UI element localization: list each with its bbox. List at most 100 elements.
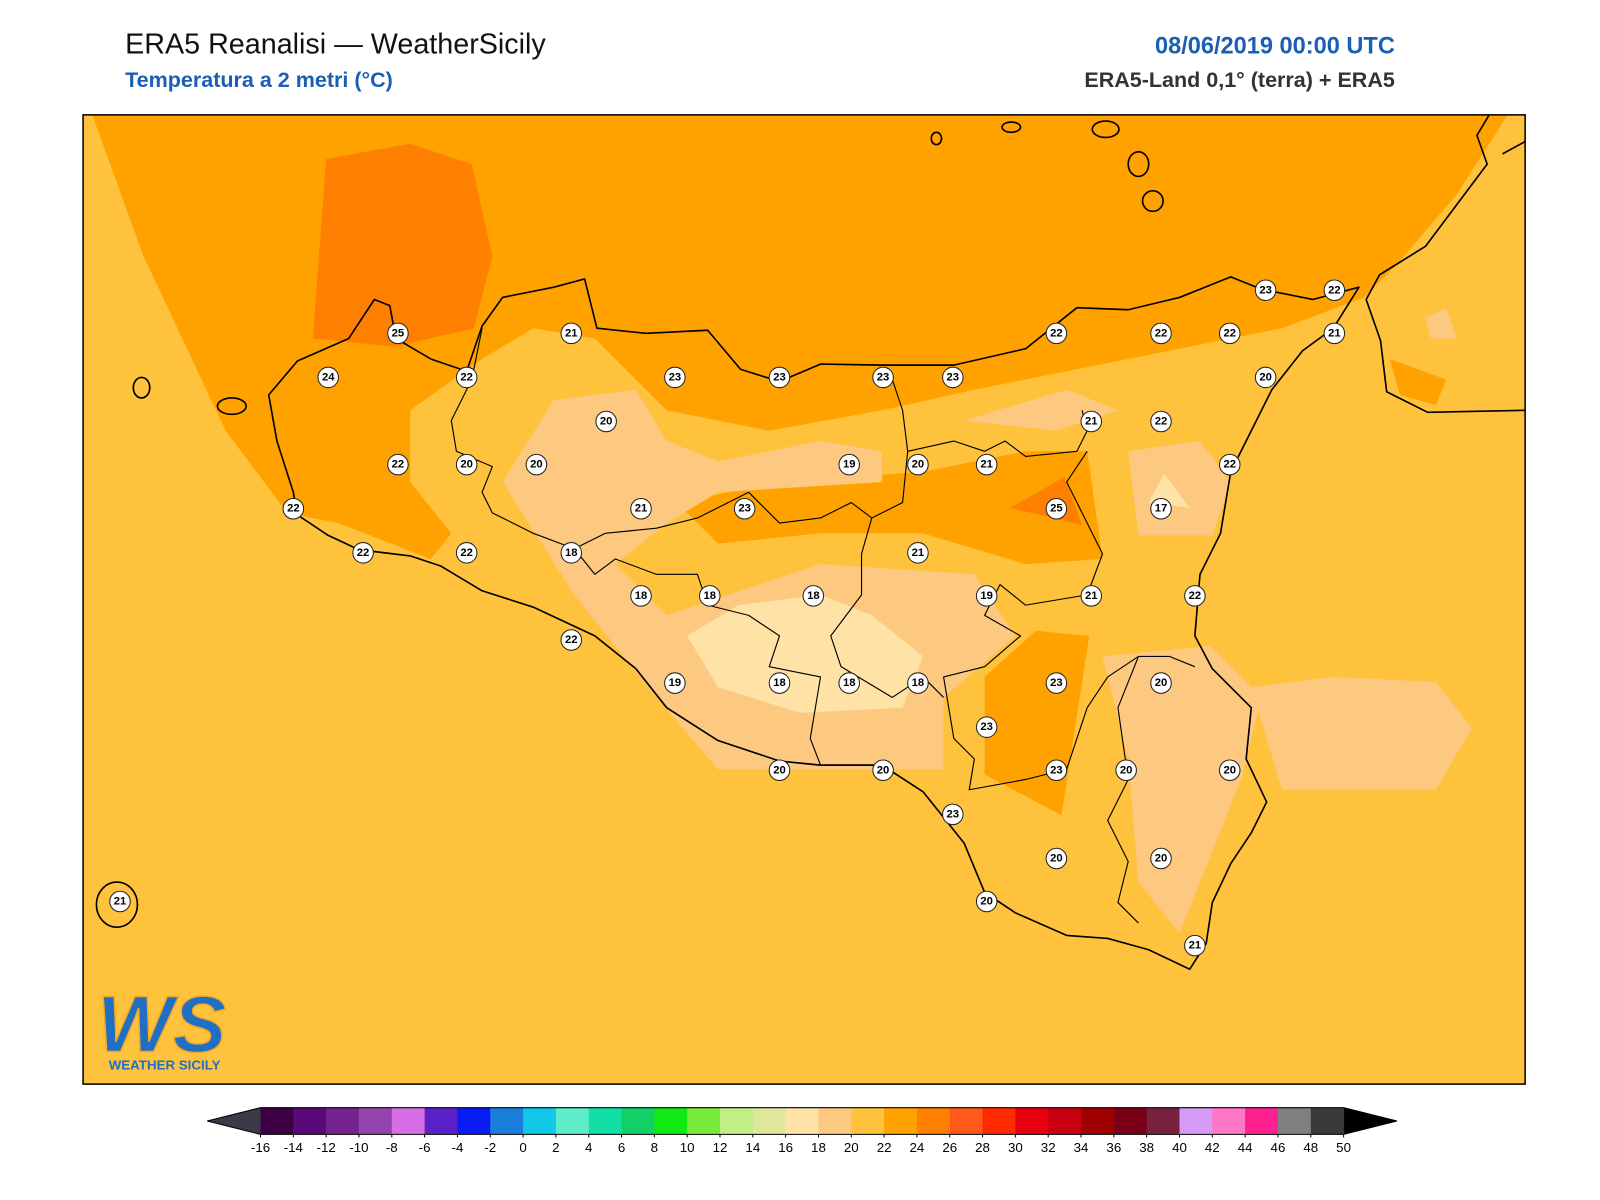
colorbar-tick-label: 2 — [552, 1140, 559, 1155]
island — [216, 397, 247, 416]
station-marker — [630, 585, 652, 607]
colorbar-bin — [293, 1107, 327, 1135]
island — [95, 881, 139, 928]
station-value: 22 — [1328, 284, 1341, 296]
station-marker — [872, 759, 894, 782]
station-marker — [664, 366, 686, 389]
station: 17 — [1150, 497, 1172, 520]
station: 22 — [1150, 322, 1172, 345]
stations: 25 21 22 22 22 23 22 21 24 22 23 23 23 23 20 20 21 22 22 20… — [109, 279, 1346, 957]
station-marker — [1218, 759, 1241, 782]
station-marker — [975, 890, 998, 913]
colorbar-bin — [457, 1107, 491, 1135]
station: 21 — [1080, 585, 1103, 607]
station-value: 25 — [1050, 503, 1063, 515]
field-22-24 — [1389, 358, 1447, 406]
colorbar-bin — [358, 1107, 393, 1135]
colorbar-bin — [884, 1107, 918, 1135]
colorbar-bin — [1310, 1107, 1345, 1135]
station-marker — [1045, 497, 1068, 520]
colorbar-outline — [207, 1107, 1398, 1135]
station-value: 21 — [1328, 327, 1341, 339]
station: 20 — [907, 453, 929, 476]
station-marker — [387, 322, 409, 345]
station-marker — [282, 497, 305, 520]
colorbar-tick-label: 0 — [519, 1140, 526, 1155]
coastline — [1365, 114, 1526, 414]
station-marker — [630, 497, 652, 520]
colorbar-tick-label: 44 — [1238, 1140, 1253, 1155]
station: 20 — [1045, 847, 1068, 870]
station-value: 22 — [460, 371, 473, 383]
island — [1001, 121, 1022, 134]
station-marker — [907, 542, 929, 564]
station: 21 — [1080, 410, 1103, 433]
station-value: 21 — [635, 503, 648, 515]
station: 22 — [1150, 410, 1172, 433]
station-value: 22 — [460, 547, 473, 559]
colorbar-tick-label: 24 — [910, 1140, 925, 1155]
station: 18 — [630, 585, 652, 607]
colorbar-bin — [490, 1107, 524, 1135]
station-marker — [1150, 847, 1172, 870]
station-marker — [907, 453, 929, 476]
station-marker — [1150, 322, 1172, 345]
colorbar-tick-label: 50 — [1336, 1140, 1351, 1155]
station-value: 23 — [773, 371, 786, 383]
station: 21 — [1323, 322, 1346, 345]
colorbar-tick-label: 36 — [1106, 1140, 1121, 1155]
station: 20 — [455, 453, 478, 476]
colorbar-tick-label: 34 — [1074, 1140, 1089, 1155]
colorbar-bin — [720, 1107, 754, 1135]
station-value: 20 — [1155, 677, 1168, 689]
field-22-24 — [676, 451, 1103, 565]
colorbar-tick-label: 12 — [713, 1140, 728, 1155]
colorbar-bin — [1212, 1107, 1246, 1135]
field-18-20 — [1251, 676, 1472, 790]
station-value: 23 — [877, 371, 890, 383]
island — [1091, 120, 1120, 139]
station-value: 21 — [565, 327, 578, 339]
station: 22 — [352, 542, 374, 564]
station: 18 — [768, 672, 791, 694]
station-marker — [1323, 322, 1346, 345]
station-marker — [1184, 585, 1206, 607]
station-value: 22 — [357, 547, 370, 559]
colorbar-tick-label: 14 — [745, 1140, 760, 1155]
colorbar-bin — [1179, 1107, 1213, 1135]
station: 23 — [1045, 759, 1068, 782]
station-marker — [975, 585, 998, 607]
station: 21 — [975, 453, 998, 476]
station: 21 — [1184, 934, 1206, 957]
station-value: 22 — [1223, 459, 1236, 471]
station-value: 22 — [287, 503, 300, 515]
station-value: 18 — [912, 677, 925, 689]
station-value: 23 — [1050, 677, 1063, 689]
station-marker — [1045, 847, 1068, 870]
colorbar-tick-label: -6 — [419, 1140, 431, 1155]
station-value: 23 — [1259, 284, 1272, 296]
coastline — [1502, 140, 1526, 155]
colorbar-tick-label: 22 — [877, 1140, 892, 1155]
station: 23 — [1254, 279, 1277, 302]
colorbar-over — [1343, 1107, 1397, 1135]
station: 20 — [1150, 672, 1172, 694]
station: 20 — [1150, 847, 1172, 870]
station-marker — [455, 542, 478, 564]
station-value: 21 — [1085, 416, 1098, 428]
province-border — [907, 410, 1088, 457]
station: 25 — [387, 322, 409, 345]
colorbar-tick-label: -10 — [349, 1140, 368, 1155]
station-value: 23 — [738, 503, 751, 515]
station-value: 22 — [1050, 327, 1063, 339]
station: 21 — [560, 322, 583, 345]
station-marker — [1323, 279, 1346, 302]
station: 23 — [975, 716, 998, 738]
colorbar-tick-label: 48 — [1303, 1140, 1318, 1155]
station-marker — [1045, 672, 1068, 694]
colorbar-tick-label: 4 — [585, 1140, 593, 1155]
station-value: 20 — [1120, 764, 1133, 776]
station-value: 21 — [1085, 590, 1098, 602]
colorbar-bin — [1081, 1107, 1115, 1135]
colorbar-tick-label: -4 — [452, 1140, 464, 1155]
